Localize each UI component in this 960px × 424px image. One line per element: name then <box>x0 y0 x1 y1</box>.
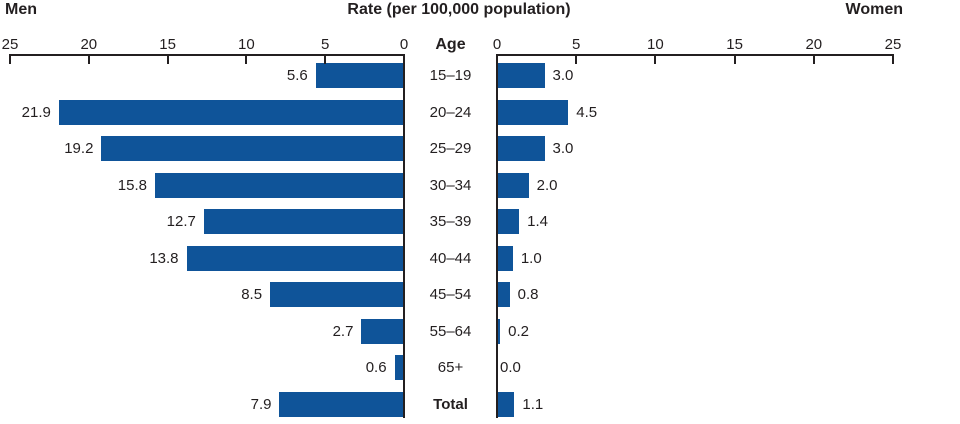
men-series-label: Men <box>5 1 37 18</box>
women-axis-tick-label: 0 <box>492 36 502 53</box>
women-value-label: 0.0 <box>500 359 521 376</box>
women-value-axis <box>497 54 894 56</box>
age-category-label: 55–64 <box>429 323 472 340</box>
men-bar <box>394 355 404 380</box>
men-axis-tick-label: 15 <box>159 36 176 53</box>
women-axis-tick <box>812 54 815 64</box>
women-bar <box>497 136 545 161</box>
women-bar <box>497 209 520 234</box>
women-value-label: 3.0 <box>552 140 574 157</box>
women-axis-tick-label: 25 <box>884 36 902 53</box>
men-axis-tick <box>324 54 327 64</box>
women-value-label: 0.8 <box>517 286 539 303</box>
men-bar <box>361 319 404 344</box>
men-bar <box>58 100 404 125</box>
men-bar <box>154 173 404 198</box>
age-category-label: 20–24 <box>429 104 472 121</box>
women-value-label: 3.0 <box>552 67 574 84</box>
men-value-label: 21.9 <box>21 104 51 121</box>
women-value-label: 4.5 <box>576 104 598 121</box>
men-axis-tick <box>245 54 248 64</box>
men-axis-tick-label: 5 <box>321 36 330 53</box>
men-axis-tick <box>87 54 90 64</box>
women-bar <box>497 282 510 307</box>
women-axis-tick-label: 20 <box>805 36 823 53</box>
women-bar <box>497 63 545 88</box>
men-bar <box>279 392 404 417</box>
men-axis-tick-label: 0 <box>399 36 409 53</box>
women-zero-baseline <box>496 54 498 418</box>
men-axis-tick-label: 10 <box>238 36 255 53</box>
men-bar <box>101 136 404 161</box>
women-bar <box>497 173 529 198</box>
age-category-label: 15–19 <box>429 67 472 84</box>
men-axis-tick-label: 25 <box>1 36 19 53</box>
women-value-label: 0.2 <box>508 323 530 340</box>
women-axis-tick-label: 5 <box>572 36 581 53</box>
men-bar <box>203 209 404 234</box>
women-axis-tick <box>654 54 657 64</box>
women-bar <box>497 392 515 417</box>
women-bar <box>497 246 513 271</box>
men-value-axis <box>10 54 405 56</box>
men-value-label: 8.5 <box>241 286 263 303</box>
women-value-label: 1.0 <box>520 250 542 267</box>
men-value-label: 15.8 <box>117 177 147 194</box>
women-value-label: 1.1 <box>522 396 544 413</box>
women-bar <box>497 319 501 344</box>
men-bar <box>315 63 404 88</box>
men-axis-tick-label: 20 <box>80 36 98 53</box>
age-axis-title: Age <box>435 36 466 53</box>
age-category-label: 65+ <box>437 359 464 376</box>
women-value-label: 1.4 <box>527 213 549 230</box>
age-category-label: 30–34 <box>429 177 472 194</box>
women-axis-tick-label: 15 <box>726 36 743 53</box>
men-value-label: 7.9 <box>250 396 272 413</box>
women-axis-tick <box>575 54 578 64</box>
women-axis-tick <box>892 54 894 64</box>
women-axis-tick <box>733 54 736 64</box>
men-axis-tick <box>166 54 169 64</box>
age-category-label: 40–44 <box>429 250 472 267</box>
age-category-label: Total <box>433 396 468 413</box>
men-bar <box>186 246 404 271</box>
men-value-label: 12.7 <box>166 213 196 230</box>
age-category-label: 25–29 <box>429 140 472 157</box>
women-value-label: 2.0 <box>536 177 558 194</box>
men-axis-tick <box>9 54 11 64</box>
men-value-label: 0.6 <box>365 359 387 376</box>
men-value-label: 19.2 <box>64 140 94 157</box>
chart-title: Rate (per 100,000 population) <box>347 1 571 18</box>
age-category-label: 45–54 <box>429 286 472 303</box>
men-value-label: 13.8 <box>149 250 179 267</box>
women-bar <box>497 100 569 125</box>
men-value-label: 2.7 <box>332 323 354 340</box>
men-bar <box>270 282 404 307</box>
women-axis-tick-label: 10 <box>647 36 664 53</box>
women-series-label: Women <box>845 1 903 18</box>
men-value-label: 5.6 <box>286 67 308 84</box>
men-zero-baseline <box>403 54 405 418</box>
age-category-label: 35–39 <box>429 213 472 230</box>
